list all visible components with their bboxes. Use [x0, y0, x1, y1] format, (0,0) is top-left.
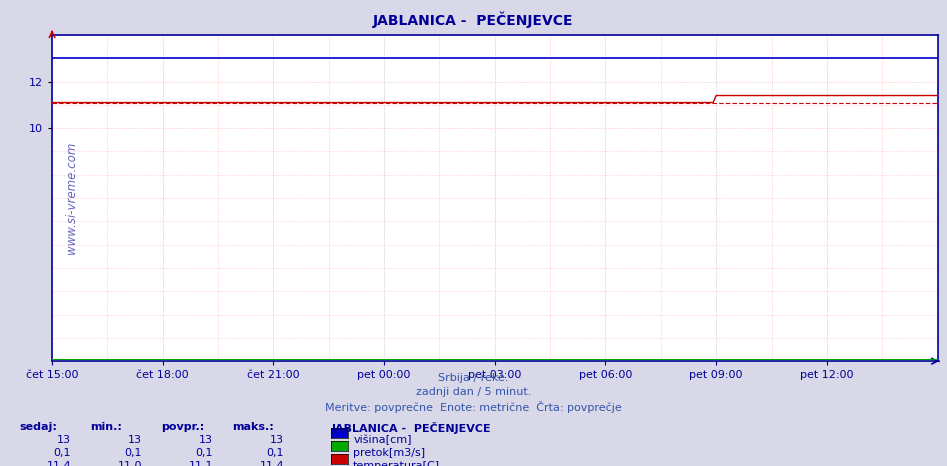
Text: temperatura[C]: temperatura[C] [353, 461, 440, 466]
Text: 11,0: 11,0 [117, 461, 142, 466]
Text: min.:: min.: [90, 422, 122, 432]
Text: 0,1: 0,1 [196, 448, 213, 458]
Text: maks.:: maks.: [232, 422, 274, 432]
Text: 0,1: 0,1 [54, 448, 71, 458]
Text: JABLANICA -  PEČENJEVCE: JABLANICA - PEČENJEVCE [373, 12, 574, 28]
Text: višina[cm]: višina[cm] [353, 435, 412, 445]
Text: pretok[m3/s]: pretok[m3/s] [353, 448, 425, 458]
Text: 13: 13 [128, 435, 142, 445]
Text: 13: 13 [57, 435, 71, 445]
Text: www.si-vreme.com: www.si-vreme.com [65, 142, 78, 254]
Text: JABLANICA -  PEČENJEVCE: JABLANICA - PEČENJEVCE [331, 422, 491, 434]
Text: 0,1: 0,1 [267, 448, 284, 458]
Text: Meritve: povprečne  Enote: metrične  Črta: povprečje: Meritve: povprečne Enote: metrične Črta:… [325, 401, 622, 413]
Text: 11,4: 11,4 [259, 461, 284, 466]
Text: 11,4: 11,4 [46, 461, 71, 466]
Text: 13: 13 [199, 435, 213, 445]
Text: Srbija / reke.: Srbija / reke. [438, 373, 509, 383]
Text: povpr.:: povpr.: [161, 422, 205, 432]
Text: sedaj:: sedaj: [19, 422, 57, 432]
Text: 13: 13 [270, 435, 284, 445]
Text: zadnji dan / 5 minut.: zadnji dan / 5 minut. [416, 387, 531, 397]
Text: 0,1: 0,1 [125, 448, 142, 458]
Text: 11,1: 11,1 [188, 461, 213, 466]
